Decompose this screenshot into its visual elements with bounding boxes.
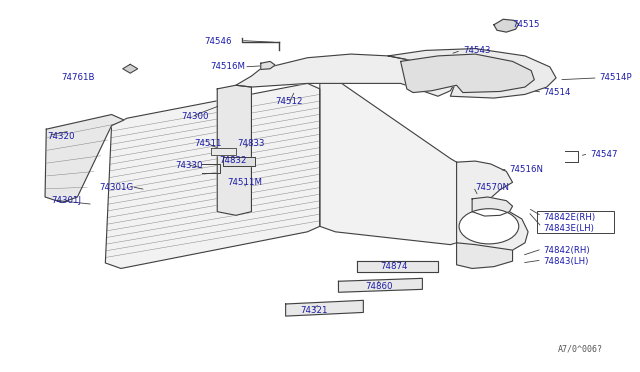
Text: 74300: 74300 <box>182 112 209 121</box>
Text: 74761B: 74761B <box>61 73 95 83</box>
Text: 74516N: 74516N <box>509 165 543 174</box>
Polygon shape <box>223 157 255 166</box>
Polygon shape <box>357 261 438 272</box>
Polygon shape <box>217 85 252 215</box>
Text: A7/0^006?: A7/0^006? <box>557 345 603 354</box>
Text: 74874: 74874 <box>381 262 408 271</box>
Text: 74511: 74511 <box>194 140 221 148</box>
Polygon shape <box>106 83 320 269</box>
Polygon shape <box>339 278 422 292</box>
Polygon shape <box>456 161 528 252</box>
Text: 74832: 74832 <box>219 156 246 165</box>
Text: 74546: 74546 <box>204 37 232 46</box>
Polygon shape <box>211 148 236 155</box>
Polygon shape <box>472 197 513 216</box>
Text: 74843(LH): 74843(LH) <box>543 257 589 266</box>
Polygon shape <box>236 54 456 96</box>
Text: 74516M: 74516M <box>210 62 245 71</box>
Text: 74321: 74321 <box>300 306 327 315</box>
Text: 74860: 74860 <box>365 282 392 291</box>
Text: 74843E(LH): 74843E(LH) <box>543 224 595 232</box>
Text: 74543: 74543 <box>463 46 490 55</box>
Polygon shape <box>388 49 556 98</box>
Text: 74842E(RH): 74842E(RH) <box>543 213 596 222</box>
Polygon shape <box>320 83 456 245</box>
Polygon shape <box>494 19 519 32</box>
Polygon shape <box>285 300 364 316</box>
Polygon shape <box>260 61 275 70</box>
Polygon shape <box>123 64 138 73</box>
Polygon shape <box>45 115 124 202</box>
Polygon shape <box>456 243 513 269</box>
Text: 74301J: 74301J <box>51 196 81 205</box>
Polygon shape <box>401 54 534 93</box>
Text: 74514: 74514 <box>543 88 571 97</box>
Text: 74320: 74320 <box>47 132 75 141</box>
Text: 74301G: 74301G <box>99 183 133 192</box>
Text: 74570N: 74570N <box>476 183 509 192</box>
Text: 74515: 74515 <box>513 20 540 29</box>
Text: 74842(RH): 74842(RH) <box>543 246 590 254</box>
Text: 74514P: 74514P <box>600 73 632 83</box>
Circle shape <box>459 209 519 244</box>
Text: 74512: 74512 <box>275 97 303 106</box>
Text: 74547: 74547 <box>590 150 618 159</box>
Text: 74330: 74330 <box>175 161 203 170</box>
Text: 74833: 74833 <box>237 140 265 148</box>
Text: 74511M: 74511M <box>228 178 263 187</box>
